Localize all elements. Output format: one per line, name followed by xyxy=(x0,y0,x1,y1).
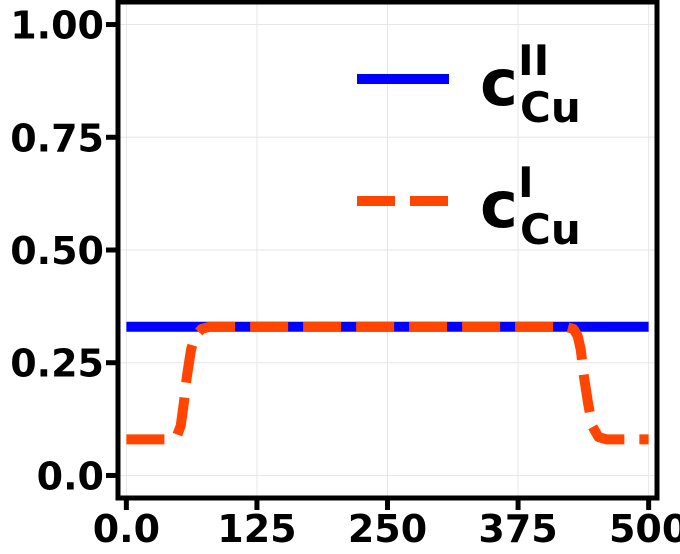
y-tick-label: 1.00 xyxy=(10,4,104,48)
legend-label-sup: I xyxy=(518,158,534,207)
legend-label-c-cu-ii: cII Cu xyxy=(480,36,581,132)
x-tick-label: 375 xyxy=(478,507,557,551)
legend-label-c-cu-i: cI Cu xyxy=(480,158,581,254)
y-axis: 0.0 0.25 0.50 0.75 1.00 xyxy=(10,4,118,498)
legend-label-main: c xyxy=(480,47,518,121)
y-tick-label: 0.50 xyxy=(10,229,104,273)
x-tick-label: 125 xyxy=(217,507,296,551)
x-tick-label: 500 xyxy=(609,507,680,551)
x-tick-label: 0.0 xyxy=(93,507,160,551)
legend-label-sup: II xyxy=(518,36,549,85)
legend-label-sub: Cu xyxy=(520,205,581,254)
y-tick-label: 0.75 xyxy=(10,116,104,160)
y-tick-label: 0.0 xyxy=(37,454,104,498)
y-tick-label: 0.25 xyxy=(10,342,104,386)
series-lines xyxy=(126,321,649,445)
series-line-1 xyxy=(126,321,649,445)
legend-label-main: c xyxy=(480,169,518,243)
legend-label-sub: Cu xyxy=(520,83,581,132)
x-tick-label: 250 xyxy=(348,507,427,551)
x-axis: 0.0 125 250 375 500 xyxy=(93,498,680,551)
grid-lines xyxy=(118,2,657,498)
legend: cII Cu cI Cu xyxy=(357,36,581,254)
